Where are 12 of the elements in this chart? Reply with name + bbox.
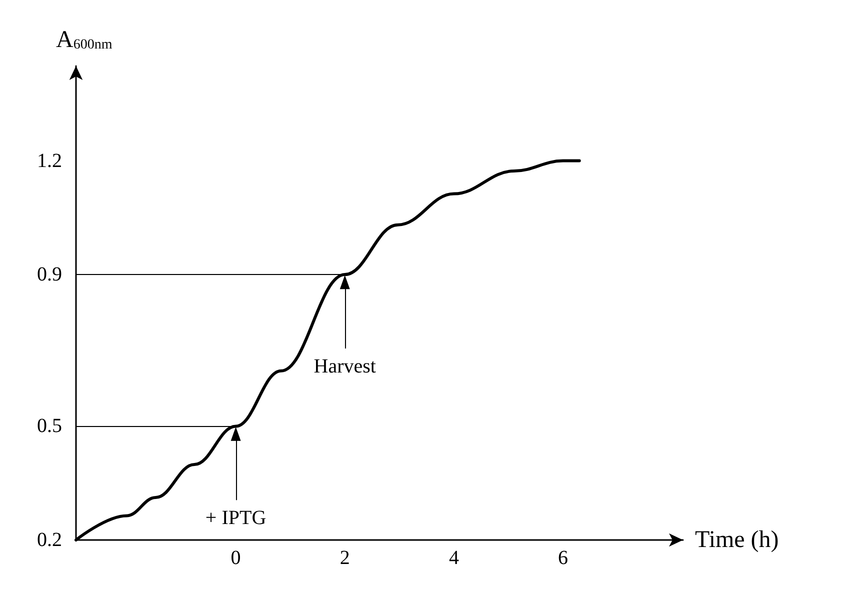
annotation: Harvest (314, 356, 376, 378)
annotation: + IPTG (205, 507, 266, 530)
y-tick-label: 0.2 (37, 529, 62, 551)
x-axis-title: Time (h) (695, 527, 779, 553)
y-tick-label: 1.2 (37, 150, 62, 172)
x-tick-label: 2 (340, 547, 350, 569)
y-axis-title: A600nm (56, 27, 112, 53)
x-tick-label: 4 (448, 547, 459, 569)
y-tick-label: 0.9 (37, 264, 62, 286)
x-tick-label: 6 (558, 547, 568, 569)
y-tick-label: 0.5 (37, 415, 62, 438)
x-tick-label: 0 (230, 547, 241, 569)
